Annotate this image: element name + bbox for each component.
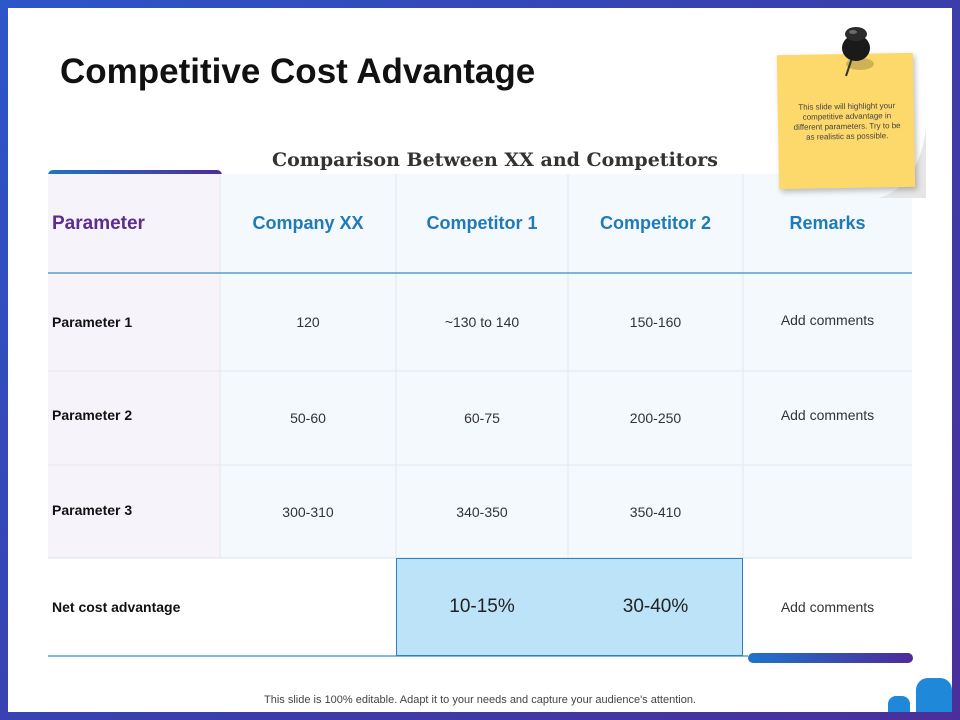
cell-competitor-1: 60-75 (464, 410, 500, 426)
cell-remarks: Add comments (780, 312, 875, 328)
corner-block-small (888, 696, 910, 712)
row-label: Parameter 1 (52, 314, 133, 330)
cell-remarks (743, 465, 912, 558)
data-area-bg (220, 174, 912, 558)
header-competitor-2: Competitor 2 (599, 213, 711, 233)
net-competitor-2: 30-40% (622, 596, 689, 617)
header-parameter: Parameter (52, 212, 145, 234)
cell-competitor-2: 350-410 (629, 503, 682, 520)
cell-remarks: Add comments (780, 407, 875, 423)
cell-competitor-2: 200-250 (629, 410, 682, 426)
header-competitor-1: Competitor 1 (426, 213, 538, 233)
header-company-xx: Company XX (252, 213, 364, 233)
net-advantage-highlight (396, 558, 743, 656)
cell-competitor-2: 150-160 (629, 314, 682, 330)
corner-block-large (916, 678, 952, 712)
sticky-note-text: This slide will highlight your competiti… (793, 101, 901, 142)
cell-competitor-1: ~130 to 140 (444, 314, 520, 330)
slide: Competitive Cost Advantage Comparison Be… (8, 8, 952, 712)
pushpin-icon (842, 27, 874, 77)
slide-title: Competitive Cost Advantage (60, 52, 536, 91)
footer-note: This slide is 100% editable. Adapt it to… (264, 694, 696, 706)
header-remarks: Remarks (789, 213, 866, 233)
accent-bar-bottom (748, 653, 913, 663)
net-cost-advantage-label: Net cost advantage (52, 599, 181, 615)
parameter-column-bg (48, 174, 220, 558)
cell-company-xx: 300-310 (282, 503, 334, 520)
cell-competitor-1: 340-350 (456, 503, 508, 520)
row-label: Parameter 2 (52, 407, 133, 423)
cell-company-xx: 120 (296, 314, 320, 330)
table-caption: Comparison Between XX and Competitors (272, 149, 718, 171)
cell-company-xx: 50-60 (290, 410, 326, 426)
row-label: Parameter 3 (52, 501, 133, 518)
net-competitor-1: 10-15% (449, 596, 515, 617)
net-remarks: Add comments (780, 599, 875, 615)
